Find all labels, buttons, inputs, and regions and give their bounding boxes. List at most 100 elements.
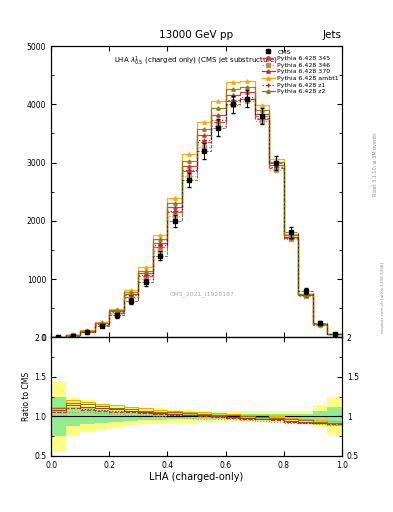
- Pythia 6.428 z2: [216, 105, 221, 112]
- Pythia 6.428 370: [114, 308, 119, 314]
- Pythia 6.428 z1: [143, 272, 148, 278]
- Pythia 6.428 z1: [245, 94, 250, 100]
- Pythia 6.428 345: [129, 293, 134, 300]
- Pythia 6.428 z1: [100, 321, 105, 327]
- Pythia 6.428 345: [318, 322, 323, 328]
- Pythia 6.428 z1: [260, 115, 264, 121]
- Pythia 6.428 z1: [71, 332, 75, 338]
- Pythia 6.428 ambt1: [143, 264, 148, 270]
- Pythia 6.428 370: [71, 332, 75, 338]
- Pythia 6.428 ambt1: [231, 79, 235, 86]
- Pythia 6.428 346: [216, 123, 221, 130]
- Pythia 6.428 370: [318, 321, 323, 327]
- Pythia 6.428 370: [303, 292, 308, 298]
- Pythia 6.428 z2: [245, 84, 250, 91]
- Pythia 6.428 345: [231, 98, 235, 104]
- Pythia 6.428 345: [274, 165, 279, 172]
- Text: mcplots.cern.ch [arXiv:1306.3436]: mcplots.cern.ch [arXiv:1306.3436]: [381, 262, 385, 332]
- Pythia 6.428 346: [173, 213, 177, 219]
- Pythia 6.428 ambt1: [71, 332, 75, 338]
- Text: LHA $\lambda^{1}_{0.5}$ (charged only) (CMS jet substructure): LHA $\lambda^{1}_{0.5}$ (charged only) (…: [114, 55, 279, 68]
- Pythia 6.428 345: [187, 168, 192, 175]
- Pythia 6.428 346: [158, 247, 163, 253]
- Pythia 6.428 370: [231, 92, 235, 98]
- Pythia 6.428 z2: [303, 291, 308, 297]
- Text: Rivet 3.1.10, ≥ 3M events: Rivet 3.1.10, ≥ 3M events: [373, 132, 378, 196]
- Pythia 6.428 346: [260, 118, 264, 124]
- Pythia 6.428 345: [289, 235, 294, 241]
- Text: Jets: Jets: [323, 30, 342, 40]
- Pythia 6.428 z2: [114, 307, 119, 313]
- Pythia 6.428 346: [56, 334, 61, 340]
- Line: Pythia 6.428 345: Pythia 6.428 345: [57, 97, 336, 339]
- Pythia 6.428 z1: [289, 234, 294, 241]
- Pythia 6.428 370: [289, 233, 294, 240]
- Pythia 6.428 ambt1: [173, 195, 177, 201]
- Pythia 6.428 370: [202, 132, 206, 138]
- Pythia 6.428 z2: [274, 159, 279, 165]
- Pythia 6.428 346: [318, 322, 323, 328]
- Pythia 6.428 z2: [85, 328, 90, 334]
- Pythia 6.428 346: [332, 331, 337, 337]
- Pythia 6.428 z2: [71, 332, 75, 338]
- Pythia 6.428 346: [114, 311, 119, 317]
- Pythia 6.428 346: [202, 144, 206, 151]
- Pythia 6.428 ambt1: [303, 291, 308, 297]
- Pythia 6.428 z1: [129, 292, 134, 298]
- Pythia 6.428 345: [173, 209, 177, 215]
- Pythia 6.428 370: [158, 240, 163, 246]
- Pythia 6.428 z1: [85, 328, 90, 334]
- Pythia 6.428 z1: [158, 242, 163, 248]
- Text: 13000 GeV pp: 13000 GeV pp: [160, 30, 233, 40]
- Pythia 6.428 345: [85, 329, 90, 335]
- Pythia 6.428 ambt1: [85, 327, 90, 333]
- Pythia 6.428 ambt1: [158, 232, 163, 238]
- Pythia 6.428 345: [332, 331, 337, 337]
- Pythia 6.428 345: [202, 139, 206, 145]
- Pythia 6.428 345: [56, 334, 61, 340]
- Pythia 6.428 z1: [216, 117, 221, 123]
- Pythia 6.428 370: [332, 331, 337, 337]
- Pythia 6.428 ambt1: [332, 331, 337, 337]
- Pythia 6.428 z2: [100, 319, 105, 326]
- Pythia 6.428 345: [71, 332, 75, 338]
- Pythia 6.428 z1: [274, 164, 279, 170]
- Pythia 6.428 z1: [173, 208, 177, 214]
- Pythia 6.428 z1: [56, 334, 61, 340]
- Pythia 6.428 z2: [158, 237, 163, 243]
- Pythia 6.428 370: [274, 162, 279, 168]
- Line: Pythia 6.428 ambt1: Pythia 6.428 ambt1: [57, 79, 336, 339]
- Pythia 6.428 345: [245, 95, 250, 101]
- Pythia 6.428 ambt1: [245, 78, 250, 84]
- Pythia 6.428 ambt1: [289, 230, 294, 237]
- Pythia 6.428 346: [85, 329, 90, 335]
- Pythia 6.428 ambt1: [216, 98, 221, 104]
- Pythia 6.428 370: [187, 162, 192, 168]
- Pythia 6.428 370: [143, 270, 148, 276]
- Pythia 6.428 346: [129, 295, 134, 302]
- Line: Pythia 6.428 370: Pythia 6.428 370: [57, 90, 336, 339]
- Pythia 6.428 z2: [173, 200, 177, 206]
- Pythia 6.428 345: [143, 273, 148, 279]
- Pythia 6.428 345: [114, 310, 119, 316]
- Pythia 6.428 ambt1: [260, 102, 264, 108]
- Pythia 6.428 ambt1: [114, 306, 119, 312]
- Pythia 6.428 370: [129, 291, 134, 297]
- Pythia 6.428 ambt1: [202, 119, 206, 125]
- Pythia 6.428 ambt1: [100, 319, 105, 325]
- Pythia 6.428 370: [245, 89, 250, 95]
- Pythia 6.428 370: [260, 111, 264, 117]
- Pythia 6.428 346: [274, 167, 279, 173]
- Pythia 6.428 345: [260, 116, 264, 122]
- Pythia 6.428 370: [173, 204, 177, 210]
- Pythia 6.428 346: [143, 275, 148, 282]
- Pythia 6.428 346: [231, 102, 235, 109]
- Pythia 6.428 370: [56, 334, 61, 340]
- Pythia 6.428 370: [216, 112, 221, 118]
- Pythia 6.428 345: [158, 244, 163, 250]
- Pythia 6.428 346: [289, 237, 294, 243]
- Pythia 6.428 z2: [129, 289, 134, 295]
- Line: Pythia 6.428 z2: Pythia 6.428 z2: [57, 86, 336, 339]
- Pythia 6.428 z1: [114, 309, 119, 315]
- Pythia 6.428 z2: [289, 232, 294, 238]
